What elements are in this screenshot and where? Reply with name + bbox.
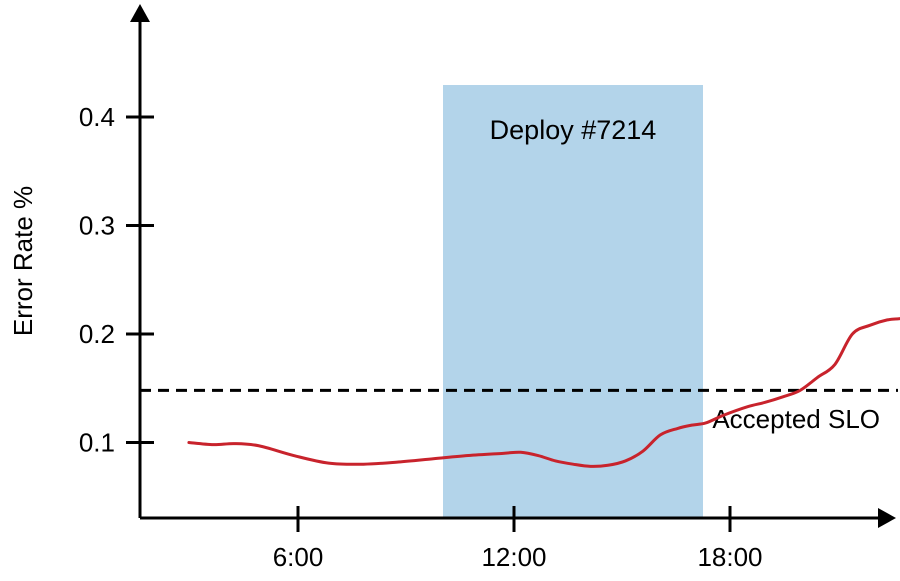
- y-axis-ticks: 0.1 0.2 0.3 0.4: [79, 102, 154, 458]
- deploy-shaded-region: [443, 85, 703, 518]
- x-tick-label: 18:00: [697, 542, 762, 572]
- y-axis-title: Error Rate %: [8, 186, 38, 336]
- y-tick-label: 0.3: [79, 211, 115, 241]
- error-rate-series-line: [187, 317, 900, 468]
- y-tick-label: 0.4: [79, 102, 115, 132]
- y-tick-label: 0.2: [79, 319, 115, 349]
- x-axis-ticks: 6:00 12:00 18:00: [273, 506, 763, 572]
- deploy-label: Deploy #7214: [490, 115, 657, 145]
- x-tick-label: 6:00: [273, 542, 324, 572]
- x-axis-arrow: [878, 508, 896, 528]
- y-axis-arrow: [130, 4, 150, 22]
- y-tick-label: 0.1: [79, 428, 115, 458]
- x-tick-label: 12:00: [481, 542, 546, 572]
